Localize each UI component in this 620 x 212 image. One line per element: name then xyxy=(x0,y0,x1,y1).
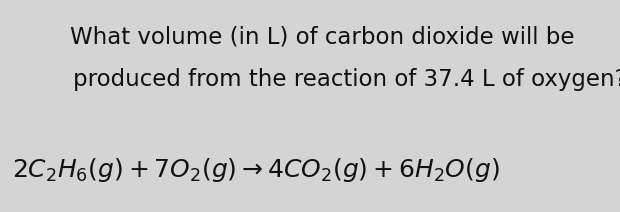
Text: produced from the reaction of 37.4 L of oxygen?: produced from the reaction of 37.4 L of … xyxy=(73,68,620,91)
Text: $2C_2H_6(g) + 7O_2(g) \rightarrow 4CO_2(g) + 6H_2O(g)$: $2C_2H_6(g) + 7O_2(g) \rightarrow 4CO_2(… xyxy=(12,156,500,184)
Text: What volume (in L) of carbon dioxide will be: What volume (in L) of carbon dioxide wil… xyxy=(70,25,575,48)
